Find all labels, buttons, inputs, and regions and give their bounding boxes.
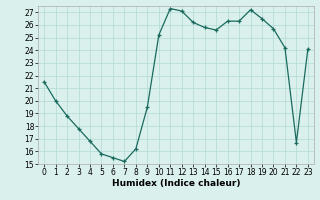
X-axis label: Humidex (Indice chaleur): Humidex (Indice chaleur) xyxy=(112,179,240,188)
